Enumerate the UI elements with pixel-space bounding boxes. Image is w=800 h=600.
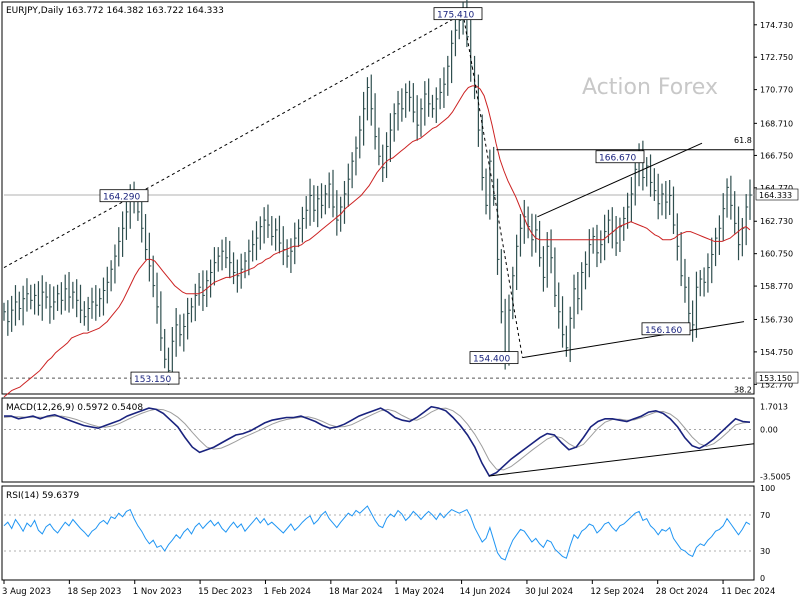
x-axis-label: 14 Jun 2024 — [460, 587, 511, 597]
label-153150-box — [130, 371, 180, 385]
macd-signal-line — [3, 407, 751, 471]
x-axis-label: 1 Feb 2024 — [263, 587, 311, 597]
trendlines — [3, 13, 754, 359]
price-axis-label: 152.770 — [760, 380, 793, 389]
macd-layer: 1.7013 0.00 -3.5005 — [3, 403, 791, 482]
price-axis-label: 162.730 — [760, 217, 793, 226]
label-154400-box — [469, 351, 519, 365]
price-panel-title: EURJPY,Daily 163.772 164.382 163.722 164… — [6, 6, 224, 16]
current-price-tag-box — [755, 188, 799, 201]
price-axis-label: 168.710 — [760, 119, 793, 128]
channel-resistance-line — [537, 142, 703, 218]
price-axis-label: 164.770 — [760, 184, 793, 193]
x-axis-label: 18 Sep 2023 — [67, 587, 121, 597]
x-axis: 3 Aug 2023 18 Sep 2023 1 Nov 2023 15 Dec 20… — [2, 580, 775, 597]
support-price-tag-box — [755, 371, 799, 384]
x-axis-label: 15 Dec 2023 — [198, 587, 252, 597]
label-164290: 164.290 — [103, 193, 140, 203]
rsi-panel-frame — [1, 485, 755, 581]
macd-axis-label: 1.7013 — [760, 403, 788, 412]
macd-axis-label: 0.00 — [760, 426, 778, 435]
support-price-tag: 153.150 — [759, 374, 792, 383]
rsi-axis-label: 0 — [760, 574, 765, 583]
label-175410-box — [433, 7, 483, 21]
label-154400: 154.400 — [473, 355, 510, 365]
price-axis-label: 154.750 — [760, 348, 793, 357]
moving-average-line — [3, 85, 751, 398]
label-166670: 166.670 — [599, 154, 636, 164]
label-166670-box — [595, 150, 645, 164]
macd-line — [4, 405, 751, 478]
price-axis-label: 160.750 — [760, 250, 793, 259]
x-axis-label: 28 Oct 2024 — [656, 587, 709, 597]
price-axis-label: 166.750 — [760, 151, 793, 160]
current-price-tag: 164.333 — [759, 191, 792, 200]
price-axis: 174.730 172.750 170.770 168.710 166.750 164.7… — [754, 21, 799, 389]
x-axis-label: 1 Nov 2023 — [133, 587, 182, 597]
rsi-layer: 100 70 30 0 — [3, 484, 775, 583]
price-axis-label: 174.730 — [760, 21, 793, 30]
price-axis-label: 170.770 — [760, 86, 793, 95]
watermark: Action Forex — [582, 75, 718, 100]
label-164290-box — [99, 189, 149, 203]
rsi-panel-title: RSI(14) 59.6379 — [6, 491, 79, 501]
price-reference-lines — [4, 194, 754, 379]
x-axis-label: 30 Jul 2024 — [525, 587, 573, 597]
label-fib-38-2: 38.2 — [734, 385, 752, 394]
x-axis-label: 18 Mar 2024 — [329, 587, 383, 597]
price-annotations: 175.410 164.290 153.150 154.400 166.670 156.1… — [99, 7, 752, 394]
rsi-axis-label: 30 — [760, 547, 770, 556]
macd-panel-frame — [1, 397, 755, 483]
x-axis-label: 3 Aug 2023 — [2, 587, 51, 597]
macd-panel-title: MACD(12,26,9) 0.5972 0.5408 — [6, 403, 143, 413]
label-156160: 156.160 — [645, 326, 682, 336]
label-175410: 175.410 — [437, 11, 474, 21]
moving-average — [3, 85, 751, 398]
macd-axis-label: -3.5005 — [760, 473, 791, 482]
channel-support-line — [522, 321, 745, 359]
x-axis-label: 1 May 2024 — [394, 587, 444, 597]
rsi-line — [3, 505, 751, 561]
rsi-axis-label: 70 — [760, 511, 770, 520]
dotted-trendline-fall — [462, 13, 523, 358]
macd-trendline — [489, 443, 755, 477]
x-axis-label: 11 Dec 2024 — [721, 587, 775, 597]
x-axis-label: 12 Sep 2024 — [590, 587, 644, 597]
label-fib-61-8: 61.8 — [734, 136, 752, 145]
label-153150: 153.150 — [134, 375, 171, 385]
price-axis-label: 156.730 — [760, 315, 793, 324]
price-panel-frame — [1, 1, 755, 395]
price-bars — [3, 0, 752, 385]
rsi-axis-label: 100 — [760, 484, 775, 493]
label-156160-box — [641, 322, 691, 336]
price-axis-label: 172.750 — [760, 53, 793, 62]
price-axis-label: 158.770 — [760, 282, 793, 291]
